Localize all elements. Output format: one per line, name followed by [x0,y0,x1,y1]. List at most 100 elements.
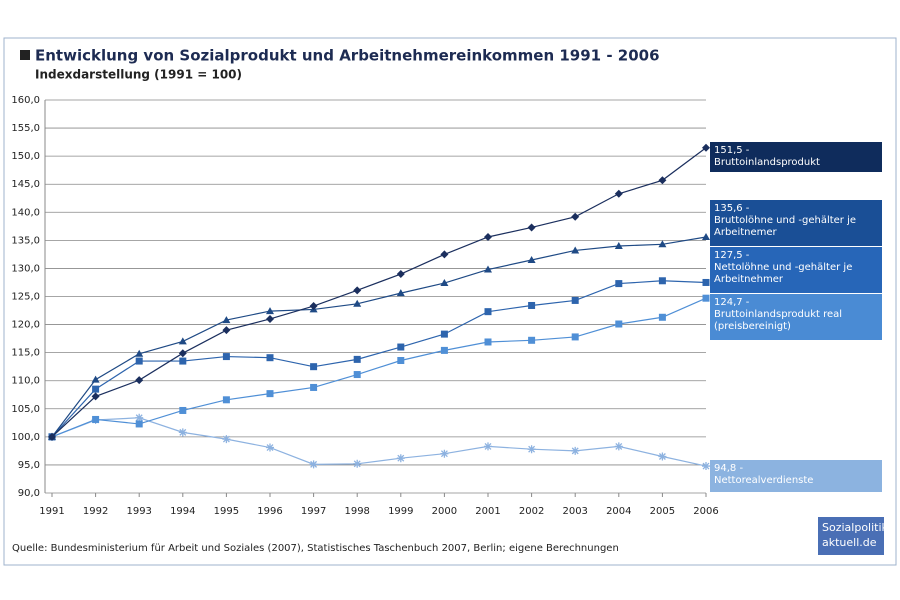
point [571,446,580,455]
point [658,452,667,461]
logo-line: Sozialpolitik- [822,521,892,534]
point [310,383,318,391]
point [702,232,710,240]
series [48,277,710,441]
point [135,413,144,422]
series-line [51,280,707,438]
x-tick-label: 2004 [606,506,631,517]
point [440,346,448,354]
x-tick-label: 1994 [170,506,195,517]
x-tick-label: 2006 [693,506,718,517]
x-tick-label: 1991 [39,506,64,517]
point [266,443,274,452]
x-tick-label: 1998 [344,506,369,517]
point [91,392,100,401]
point [179,357,187,365]
value-label: 127,5 - [714,250,750,261]
point [222,326,231,335]
x-tick-label: 1995 [214,506,239,517]
point [135,376,144,385]
point [440,250,449,259]
point [353,371,361,379]
series-line [51,417,707,467]
point [310,363,318,371]
point [396,270,405,279]
legend-label: Nettorealverdienste [714,475,814,486]
point [702,278,710,286]
point [484,265,492,273]
point [440,279,449,287]
value-label: 151,5 - [714,145,750,156]
legend-label: Bruttoinlandsprodukt real (preisbereinig… [714,309,843,332]
point [222,435,231,444]
point [396,289,405,297]
point [178,349,187,358]
y-tick-label: 125,0 [11,292,40,303]
point [397,343,405,351]
y-tick-label: 145,0 [11,179,40,190]
series-label-box: 124,7 - Bruttoinlandsprodukt real (preisb… [710,294,882,340]
point [440,330,448,338]
point [571,296,579,304]
point [91,375,100,383]
point [571,246,580,254]
series [48,413,710,471]
point [353,299,362,307]
title-marker [20,50,30,60]
series-label-box: 151,5 - Bruttoinlandsprodukt [710,142,882,172]
series [48,294,710,441]
y-tick-label: 130,0 [11,263,40,274]
point [135,349,144,357]
series-line [51,236,707,438]
point [614,442,623,451]
point [658,277,666,285]
point [484,338,492,346]
logo: Sozialpolitik-aktuell.de [818,517,892,555]
point [92,385,100,393]
series-line [51,297,707,438]
y-tick-label: 160,0 [11,95,40,106]
point [266,354,274,362]
point [702,143,710,152]
value-label: 94,8 - [714,463,744,474]
y-tick-label: 135,0 [11,235,40,246]
point [440,449,449,458]
point [484,232,492,241]
y-tick-label: 95,0 [18,460,40,471]
point [615,320,623,328]
y-tick-label: 155,0 [11,123,40,134]
point [571,333,579,341]
point [484,308,492,316]
legend-label: Bruttoinlandsprodukt [714,157,820,168]
chart-title: Entwicklung von Sozialprodukt und Arbeit… [35,47,660,65]
point [179,406,187,414]
y-tick-label: 90,0 [18,488,40,499]
point [702,294,710,302]
point [396,454,405,463]
series-label-box: 127,5 - Nettolöhne und -gehälter je Arbei… [710,247,882,293]
y-tick-label: 105,0 [11,404,40,415]
x-tick-label: 1992 [83,506,108,517]
x-tick-label: 1997 [301,506,326,517]
point [614,189,623,198]
value-label: 124,7 - [714,297,750,308]
point [397,357,405,365]
point [309,460,318,469]
x-tick-label: 1999 [388,506,413,517]
value-label: 135,6 - [714,203,750,214]
point [702,462,710,471]
point [528,336,536,344]
x-tick-label: 1996 [257,506,282,517]
y-tick-label: 115,0 [11,348,40,359]
y-tick-label: 120,0 [11,320,40,331]
point [658,240,667,248]
point [484,442,492,451]
series-label-box: 94,8 - Nettorealverdienste [710,460,882,492]
point [48,432,56,441]
point [527,445,536,454]
point [353,286,362,295]
point [222,396,230,404]
x-tick-label: 2001 [475,506,500,517]
